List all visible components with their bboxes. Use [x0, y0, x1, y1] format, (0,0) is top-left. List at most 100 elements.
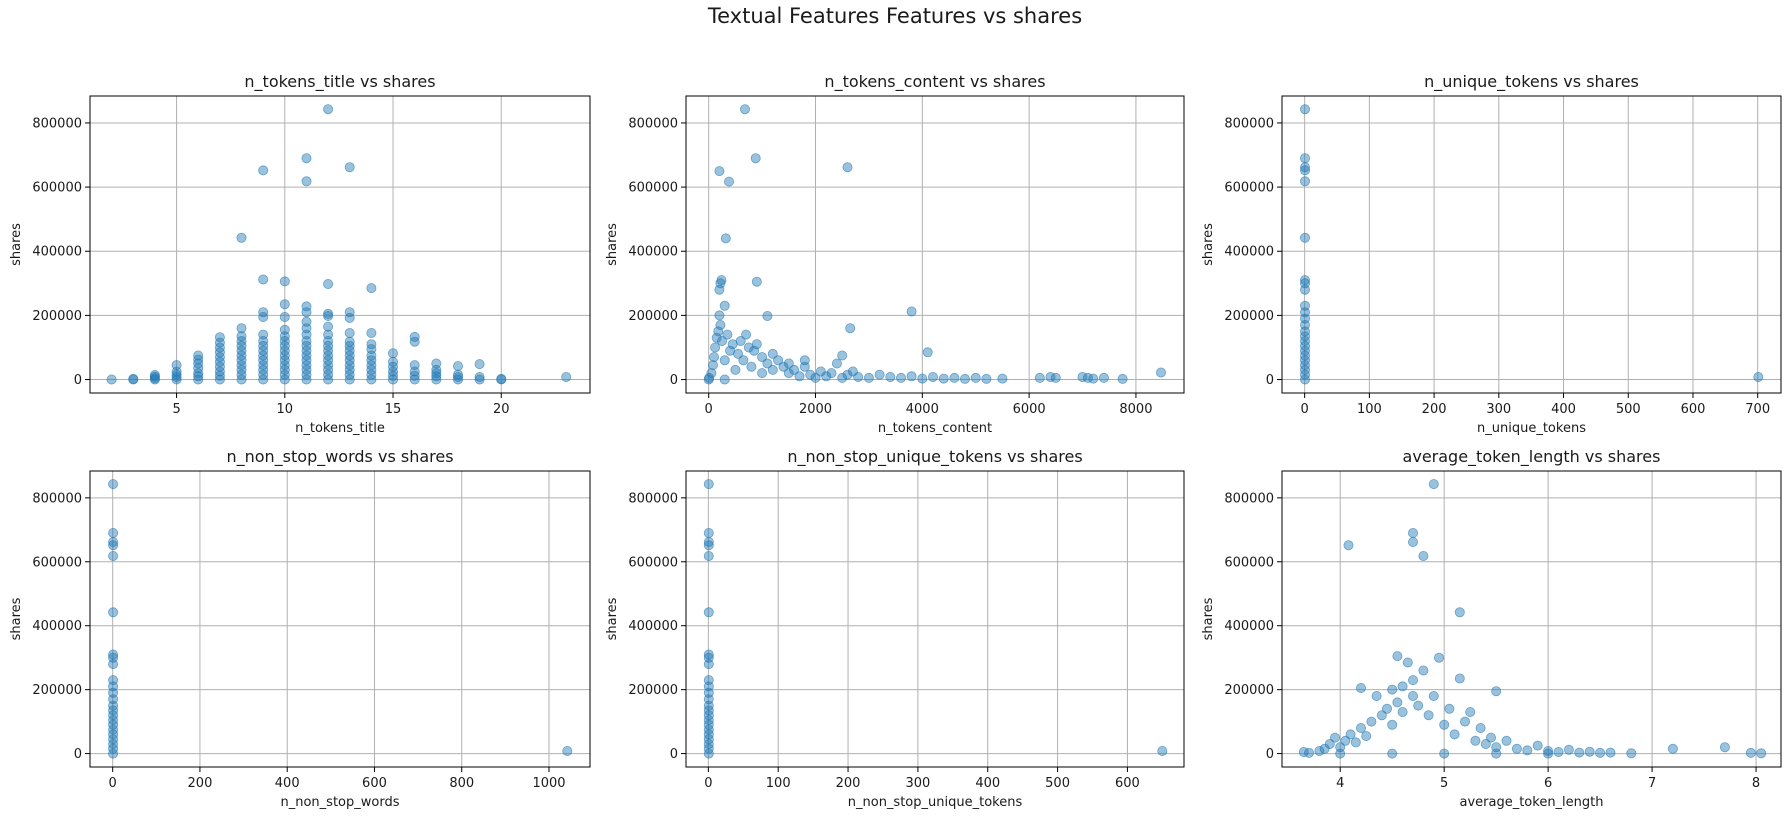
- data-point: [1753, 371, 1764, 382]
- data-point: [740, 104, 751, 115]
- scatter-points: [108, 479, 573, 759]
- data-point: [323, 321, 334, 332]
- x-axis-label: n_non_stop_words: [281, 795, 400, 810]
- data-point: [708, 360, 719, 371]
- data-point: [831, 358, 842, 369]
- y-axis-label: shares: [605, 597, 620, 640]
- axes-frame: [89, 470, 591, 768]
- data-point: [717, 335, 728, 346]
- data-point: [1300, 165, 1311, 176]
- data-point: [1397, 681, 1408, 692]
- data-point: [409, 374, 420, 385]
- x-tick-label: 300: [1486, 402, 1511, 417]
- y-tick-label: 800000: [32, 116, 82, 131]
- y-tick-label: 400000: [628, 619, 678, 634]
- data-point: [1501, 735, 1512, 746]
- data-point: [1563, 744, 1574, 755]
- subplot-title: average_token_length vs shares: [1403, 447, 1661, 467]
- data-point: [710, 342, 721, 353]
- data-point: [1574, 747, 1585, 758]
- x-tick-label: 6: [1544, 776, 1552, 791]
- data-point: [997, 373, 1008, 384]
- data-point: [1439, 748, 1450, 759]
- subplot-title: n_unique_tokens vs shares: [1424, 72, 1639, 92]
- data-point: [1491, 686, 1502, 697]
- subplot-title: n_tokens_content vs shares: [824, 72, 1045, 92]
- data-point: [1088, 373, 1099, 384]
- data-point: [837, 372, 848, 383]
- data-point: [1465, 707, 1476, 718]
- data-point: [128, 373, 139, 384]
- data-point: [496, 373, 507, 384]
- data-point: [214, 374, 225, 385]
- axes-frame: [1281, 95, 1782, 394]
- y-tick-label: 0: [670, 373, 678, 388]
- data-point: [1605, 747, 1616, 758]
- data-point: [1300, 232, 1311, 243]
- data-point: [344, 327, 355, 338]
- data-point: [837, 350, 848, 361]
- y-tick-label: 600000: [32, 555, 82, 570]
- x-tick-label: 200: [1422, 402, 1447, 417]
- data-point: [1418, 551, 1429, 562]
- data-point: [714, 310, 725, 321]
- data-point: [1745, 747, 1756, 758]
- x-tick-label: 7: [1648, 776, 1656, 791]
- data-point: [783, 358, 794, 369]
- data-point: [108, 479, 119, 490]
- y-tick-label: 0: [1266, 747, 1274, 762]
- x-tick-label: 5: [1440, 776, 1448, 791]
- data-point: [561, 371, 572, 382]
- y-tick-label: 800000: [1224, 491, 1274, 506]
- data-point: [236, 232, 247, 243]
- y-tick-label: 200000: [628, 683, 678, 698]
- data-point: [751, 276, 762, 287]
- data-point: [1324, 739, 1335, 750]
- data-point: [928, 371, 939, 382]
- y-tick-label: 0: [74, 747, 82, 762]
- data-point: [1439, 719, 1450, 730]
- data-point: [1300, 278, 1311, 289]
- data-point: [562, 746, 573, 757]
- data-point: [366, 283, 377, 294]
- data-point: [344, 307, 355, 318]
- data-point: [853, 371, 864, 382]
- data-point: [193, 350, 204, 361]
- data-point: [821, 371, 832, 382]
- figure-title: Textual Features Features vs shares: [707, 4, 1083, 28]
- data-point: [474, 374, 485, 385]
- data-point: [1300, 104, 1311, 115]
- data-point: [344, 336, 355, 347]
- scatter-points: [703, 479, 1168, 759]
- data-point: [1480, 739, 1491, 750]
- x-tick-label: 0: [1301, 402, 1309, 417]
- subplot-1: 5 10 15 20 0 200000 400000 600000 800000 n_tokens…: [9, 72, 591, 436]
- x-tick-label: 400: [1551, 402, 1576, 417]
- data-point: [1117, 373, 1128, 384]
- axes-frame: [89, 95, 591, 394]
- data-point: [1340, 735, 1351, 746]
- x-tick-label: 600: [1115, 776, 1140, 791]
- data-point: [301, 301, 312, 312]
- data-point: [1376, 710, 1387, 721]
- x-tick-label: 0: [705, 402, 713, 417]
- subplot-title: n_tokens_title vs shares: [244, 72, 435, 92]
- data-point: [722, 329, 733, 340]
- y-tick-label: 600000: [32, 181, 82, 196]
- data-point: [1543, 746, 1554, 757]
- data-point: [387, 356, 398, 367]
- data-point: [714, 166, 725, 177]
- data-point: [1428, 691, 1439, 702]
- data-point: [789, 364, 800, 375]
- x-tick-label: 8: [1752, 776, 1760, 791]
- data-point: [767, 348, 778, 359]
- data-point: [762, 358, 773, 369]
- data-point: [1382, 703, 1393, 714]
- data-point: [1444, 703, 1455, 714]
- data-point: [108, 528, 119, 539]
- scatter-points: [1300, 104, 1764, 385]
- data-point: [896, 372, 907, 383]
- data-point: [1397, 707, 1408, 718]
- data-point: [703, 479, 714, 490]
- data-point: [706, 368, 717, 379]
